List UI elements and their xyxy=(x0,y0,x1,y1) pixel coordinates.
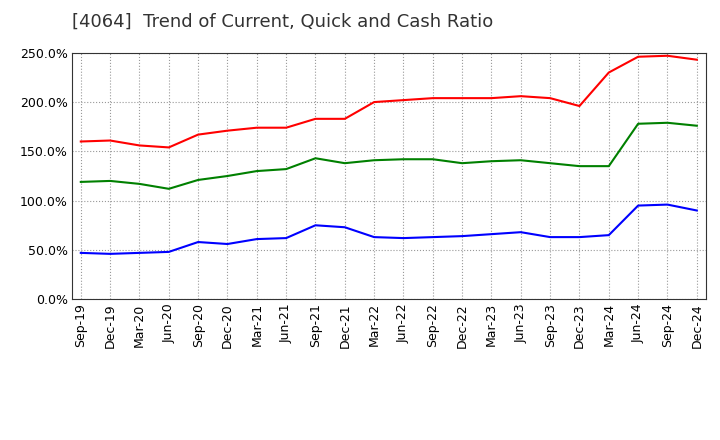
Cash Ratio xyxy=(135,250,144,256)
Quick Ratio xyxy=(164,186,173,191)
Quick Ratio xyxy=(605,164,613,169)
Quick Ratio xyxy=(487,158,496,164)
Quick Ratio xyxy=(458,161,467,166)
Cash Ratio xyxy=(487,231,496,237)
Cash Ratio xyxy=(663,202,672,207)
Quick Ratio xyxy=(663,120,672,125)
Line: Quick Ratio: Quick Ratio xyxy=(81,123,697,189)
Quick Ratio xyxy=(223,173,232,179)
Current Ratio xyxy=(106,138,114,143)
Cash Ratio xyxy=(194,239,202,245)
Current Ratio xyxy=(516,94,525,99)
Cash Ratio xyxy=(341,224,349,230)
Quick Ratio xyxy=(76,179,85,184)
Cash Ratio xyxy=(605,232,613,238)
Current Ratio xyxy=(76,139,85,144)
Quick Ratio xyxy=(575,164,584,169)
Current Ratio xyxy=(135,143,144,148)
Quick Ratio xyxy=(516,158,525,163)
Cash Ratio xyxy=(399,235,408,241)
Cash Ratio xyxy=(516,230,525,235)
Cash Ratio xyxy=(693,208,701,213)
Cash Ratio xyxy=(634,203,642,208)
Current Ratio xyxy=(341,116,349,121)
Quick Ratio xyxy=(311,156,320,161)
Text: [4064]  Trend of Current, Quick and Cash Ratio: [4064] Trend of Current, Quick and Cash … xyxy=(72,13,493,31)
Line: Current Ratio: Current Ratio xyxy=(81,56,697,147)
Current Ratio xyxy=(663,53,672,59)
Quick Ratio xyxy=(341,161,349,166)
Quick Ratio xyxy=(106,178,114,183)
Quick Ratio xyxy=(428,157,437,162)
Cash Ratio xyxy=(458,234,467,239)
Quick Ratio xyxy=(135,181,144,187)
Current Ratio xyxy=(164,145,173,150)
Current Ratio xyxy=(399,98,408,103)
Current Ratio xyxy=(546,95,554,101)
Cash Ratio xyxy=(575,235,584,240)
Quick Ratio xyxy=(253,169,261,174)
Current Ratio xyxy=(487,95,496,101)
Current Ratio xyxy=(634,54,642,59)
Current Ratio xyxy=(605,70,613,75)
Cash Ratio xyxy=(253,236,261,242)
Quick Ratio xyxy=(282,166,290,172)
Current Ratio xyxy=(282,125,290,130)
Current Ratio xyxy=(428,95,437,101)
Cash Ratio xyxy=(282,235,290,241)
Quick Ratio xyxy=(194,177,202,183)
Cash Ratio xyxy=(76,250,85,256)
Current Ratio xyxy=(575,103,584,109)
Cash Ratio xyxy=(223,242,232,247)
Cash Ratio xyxy=(311,223,320,228)
Quick Ratio xyxy=(634,121,642,126)
Current Ratio xyxy=(253,125,261,130)
Quick Ratio xyxy=(399,157,408,162)
Cash Ratio xyxy=(106,251,114,257)
Current Ratio xyxy=(194,132,202,137)
Cash Ratio xyxy=(428,235,437,240)
Cash Ratio xyxy=(164,249,173,254)
Current Ratio xyxy=(311,116,320,121)
Cash Ratio xyxy=(546,235,554,240)
Quick Ratio xyxy=(546,161,554,166)
Line: Cash Ratio: Cash Ratio xyxy=(81,205,697,254)
Current Ratio xyxy=(693,57,701,62)
Cash Ratio xyxy=(370,235,379,240)
Current Ratio xyxy=(223,128,232,133)
Quick Ratio xyxy=(370,158,379,163)
Current Ratio xyxy=(370,99,379,105)
Current Ratio xyxy=(458,95,467,101)
Quick Ratio xyxy=(693,123,701,128)
